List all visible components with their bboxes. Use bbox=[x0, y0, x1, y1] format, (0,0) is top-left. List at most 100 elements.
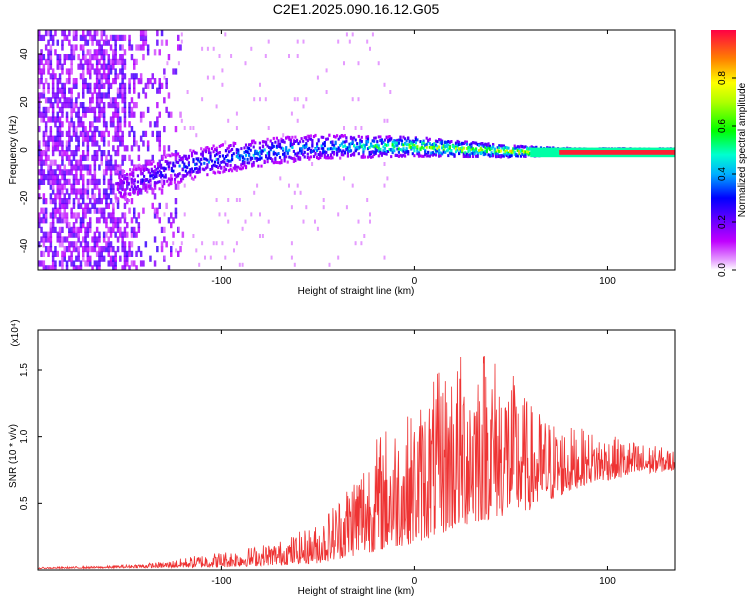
heatmap-cell-236 bbox=[56, 87, 59, 94]
heatmap-cell-1488 bbox=[135, 164, 138, 168]
heatmap-cell-422 bbox=[72, 198, 76, 205]
heatmap-cell-358 bbox=[68, 246, 71, 253]
heatmap-cell-1849 bbox=[246, 161, 249, 165]
heatmap-cell-2428 bbox=[425, 136, 428, 140]
heatmap-cell-2743 bbox=[522, 145, 526, 149]
heatmap-cell-378 bbox=[68, 78, 71, 85]
heatmap-cell-564 bbox=[84, 164, 87, 171]
heatmap-cell-1639 bbox=[181, 157, 184, 161]
heatmap-cell-1031 bbox=[123, 58, 127, 65]
heatmap-cell-513 bbox=[79, 63, 83, 70]
heatmap-cell-1987 bbox=[289, 156, 292, 160]
heatmap-cell-2488 bbox=[444, 150, 447, 154]
heatmap-cell-1007 bbox=[123, 250, 127, 257]
heatmap-cell-178 bbox=[51, 135, 55, 142]
heatmap-cell-1953 bbox=[278, 145, 282, 149]
heatmap-cell-696 bbox=[95, 178, 99, 185]
heatmap-cell-1570 bbox=[161, 155, 164, 159]
heatmap-cell-616 bbox=[89, 178, 92, 185]
heatmap-cell-103 bbox=[44, 30, 48, 37]
heatmap-cell-1533 bbox=[149, 178, 152, 182]
heatmap-cell-1019 bbox=[123, 145, 127, 152]
heatmap-cell-1045 bbox=[128, 246, 131, 253]
heatmap-cell-2766 bbox=[530, 145, 533, 149]
heatmap-cell-1483 bbox=[133, 185, 136, 189]
heatmap-cell-1504 bbox=[139, 164, 143, 168]
heatmap-cell-389 bbox=[70, 226, 73, 233]
heatmap-cell-1669 bbox=[190, 176, 194, 180]
heatmap-cell-2759 bbox=[527, 147, 530, 151]
heatmap-cell-1547 bbox=[153, 183, 156, 187]
heatmap-cell-1421 bbox=[115, 169, 118, 173]
heatmap-cell-2187 bbox=[351, 152, 354, 156]
heatmap-cell-2543 bbox=[461, 148, 464, 152]
heatmap-cell-693 bbox=[95, 207, 99, 214]
heatmap-cell-2644 bbox=[492, 145, 495, 149]
heatmap-cell-373 bbox=[68, 126, 71, 133]
heatmap-cell-1399 bbox=[357, 61, 360, 66]
heatmap-cell-1373 bbox=[314, 270, 316, 274]
heatmap-cell-192 bbox=[54, 260, 57, 267]
heatmap-cell-314 bbox=[63, 202, 66, 209]
heatmap-cell-2089 bbox=[320, 152, 323, 156]
heatmap-cell-2358 bbox=[404, 141, 407, 145]
heatmap-cell-2070 bbox=[316, 149, 319, 153]
heatmap-cell-685 bbox=[93, 30, 97, 37]
heatmap-cell-1141 bbox=[142, 39, 145, 46]
heatmap-cell-2642 bbox=[492, 143, 495, 146]
heatmap-cell-2133 bbox=[334, 147, 337, 151]
heatmap-cell-2522 bbox=[454, 150, 458, 154]
heatmap-cell-1537 bbox=[150, 174, 153, 178]
heatmap-cell-1006 bbox=[123, 255, 127, 262]
heatmap-cell-1544 bbox=[152, 176, 155, 180]
heatmap-cell-1538 bbox=[150, 169, 153, 173]
heatmap-cell-1273 bbox=[177, 226, 180, 231]
heatmap-cell-2707 bbox=[512, 150, 515, 154]
heatmap-cell-1925 bbox=[271, 146, 274, 150]
heatmap-cell-1334 bbox=[256, 183, 259, 188]
heatmap-cell-141 bbox=[49, 174, 53, 181]
heatmap-cell-1303 bbox=[215, 104, 218, 109]
heatmap-cell-1222 bbox=[163, 126, 166, 133]
heatmap-cell-1350 bbox=[288, 54, 290, 58]
heatmap-cell-454 bbox=[75, 169, 78, 176]
heatmap-cell-2446 bbox=[431, 145, 434, 148]
heatmap-cell-1107 bbox=[137, 226, 141, 233]
heatmap-cell-1101 bbox=[135, 140, 138, 147]
heatmap-cell-267 bbox=[58, 97, 62, 104]
heatmap-cell-620 bbox=[89, 126, 92, 133]
heatmap-cell-20 bbox=[38, 82, 41, 89]
heatmap-cell-1028 bbox=[123, 82, 127, 89]
heatmap-cell-880 bbox=[112, 246, 115, 253]
heatmap-cell-673 bbox=[93, 135, 97, 142]
heatmap-cell-879 bbox=[112, 255, 115, 262]
heatmap-cell-1195 bbox=[156, 30, 159, 37]
heatmap-cell-494 bbox=[79, 265, 83, 270]
heatmap-cell-261 bbox=[58, 135, 62, 142]
heatmap-cell-2699 bbox=[509, 154, 512, 158]
heatmap-cell-1147 bbox=[144, 159, 148, 166]
heatmap-cell-908 bbox=[114, 222, 117, 229]
heatmap-cell-1755 bbox=[218, 144, 221, 148]
heatmap-cell-953 bbox=[116, 73, 120, 80]
heatmap-cell-325 bbox=[63, 92, 66, 99]
heatmap-cell-1063 bbox=[130, 241, 134, 248]
heatmap-cell-722 bbox=[98, 217, 101, 224]
heatmap-cell-589 bbox=[86, 183, 90, 190]
heatmap-cell-1106 bbox=[137, 246, 141, 253]
heatmap-cell-1465 bbox=[129, 168, 132, 172]
heatmap-cell-916 bbox=[114, 130, 117, 137]
heatmap-cell-332 bbox=[65, 265, 69, 270]
heatmap-cell-1546 bbox=[153, 172, 156, 175]
heatmap-cell-12 bbox=[38, 145, 41, 152]
heatmap-cell-1843 bbox=[244, 165, 248, 169]
heatmap-cell-2394 bbox=[414, 138, 417, 142]
heatmap-cell-756 bbox=[100, 130, 103, 137]
heatmap-cell-1003 bbox=[121, 34, 124, 41]
heatmap-cell-2350 bbox=[402, 149, 405, 153]
heatmap-cell-1164 bbox=[149, 183, 152, 190]
colorbar-tick-label-4: 0.8 bbox=[717, 71, 728, 85]
heatmap-cell-170 bbox=[51, 183, 55, 190]
heatmap-cell-1796 bbox=[231, 154, 234, 157]
heatmap-cell-242 bbox=[56, 39, 59, 46]
